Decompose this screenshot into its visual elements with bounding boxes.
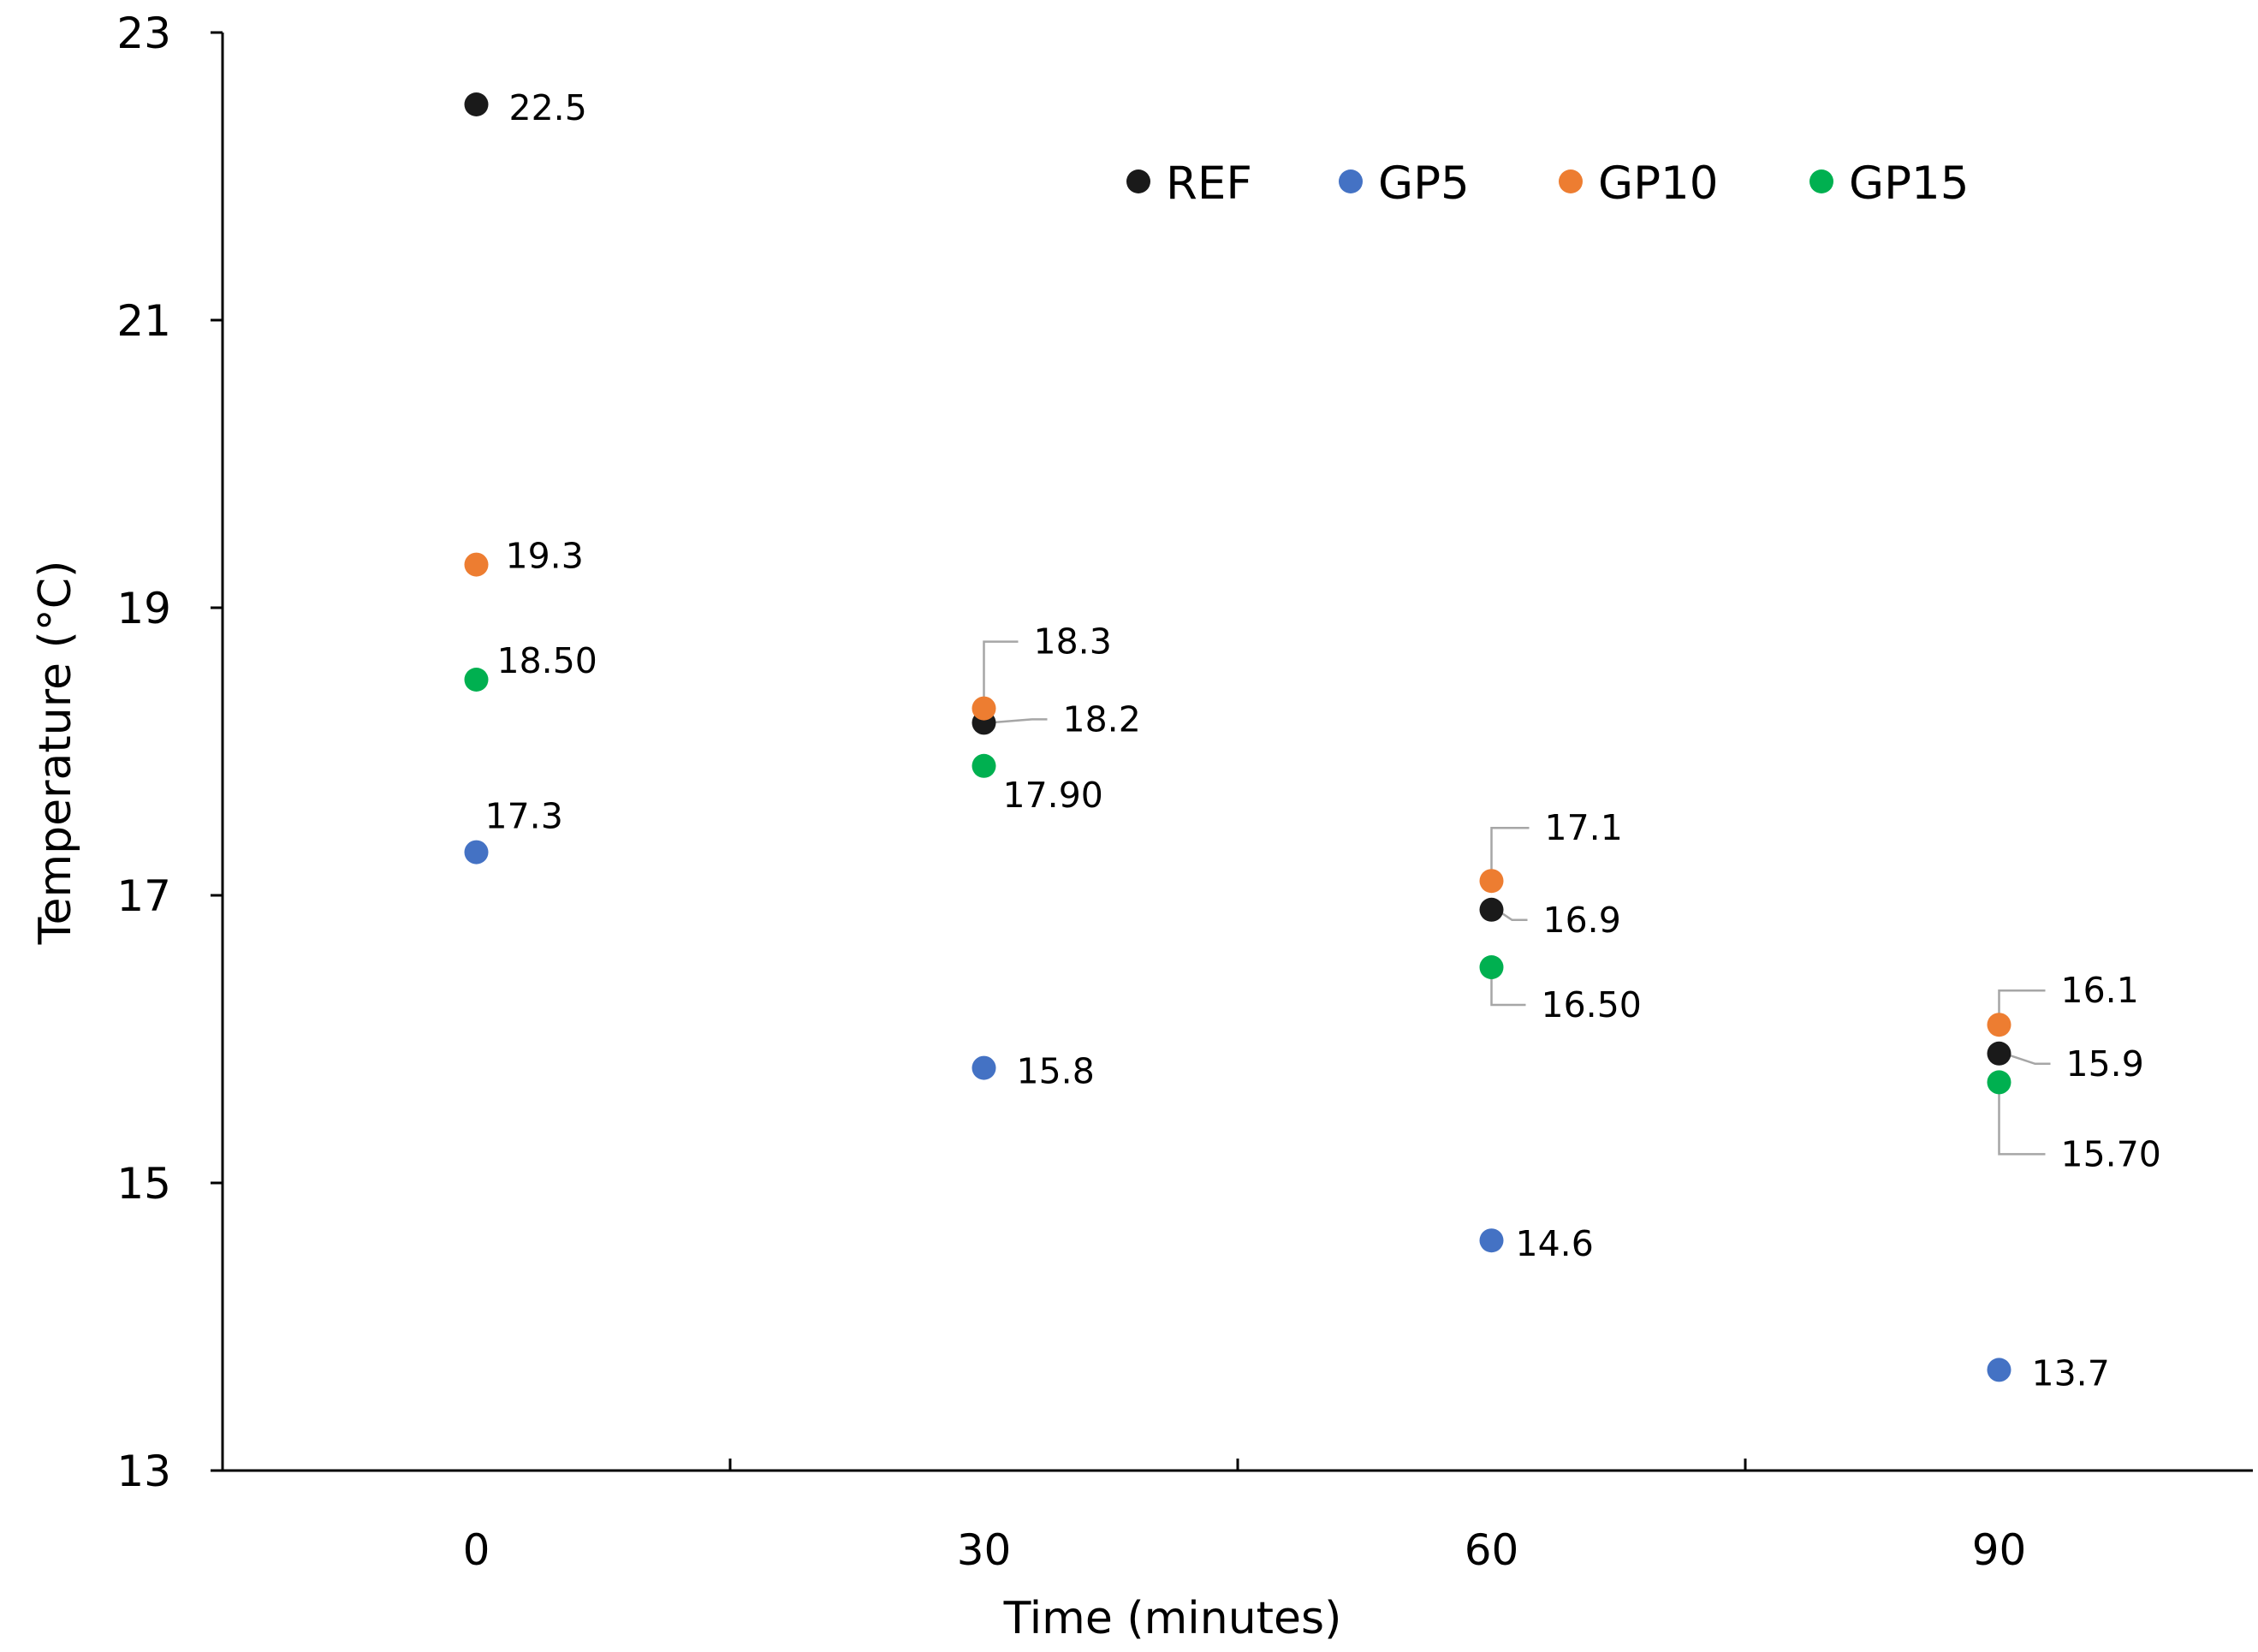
- point-ref: [464, 92, 489, 116]
- y-tick-label: 13: [116, 1447, 171, 1496]
- leader-line: [989, 718, 1048, 724]
- leader-line: [1998, 989, 2046, 1015]
- data-label-ref: 16.9: [1543, 900, 1621, 941]
- point-ref: [1987, 1041, 2011, 1066]
- legend-label-gp10: GP10: [1598, 157, 1718, 210]
- point-gp10: [972, 696, 996, 721]
- plot-axes: [221, 33, 2253, 1472]
- point-gp15: [464, 668, 489, 692]
- y-axis-title: Temperature (°C): [30, 561, 81, 946]
- x-tick-label: 90: [1972, 1525, 2027, 1575]
- point-gp10: [1479, 869, 1504, 894]
- legend-marker-gp5: [1339, 169, 1363, 193]
- legend-marker-gp10: [1559, 169, 1583, 193]
- data-label-gp15: 17.90: [1003, 775, 1103, 816]
- data-label-ref: 22.5: [509, 87, 587, 128]
- legend-marker-ref: [1126, 169, 1150, 193]
- data-label-gp15: 18.50: [497, 640, 597, 681]
- x-axis-title: Time (minutes): [1003, 1593, 1342, 1644]
- point-gp5: [1479, 1228, 1504, 1253]
- leader-line: [983, 640, 1019, 698]
- axis-ticks: 13 15 17 19 21 23 0 30 60 90: [116, 9, 2026, 1575]
- y-tick-label: 23: [116, 9, 171, 58]
- point-gp5: [972, 1055, 996, 1080]
- legend-marker-gp15: [1809, 169, 1833, 193]
- leader-line: [2004, 1052, 2051, 1066]
- x-tick-label: 0: [463, 1525, 490, 1575]
- point-gp10: [464, 552, 489, 577]
- data-label-gp5: 17.3: [485, 796, 563, 837]
- y-tick-label: 21: [116, 296, 171, 346]
- data-label-gp10: 19.3: [506, 536, 584, 577]
- data-label-gp15: 16.50: [1542, 984, 1642, 1025]
- leader-lines: [983, 640, 2051, 1156]
- data-points: [464, 92, 2011, 1382]
- data-label-gp15: 15.70: [2061, 1133, 2161, 1174]
- y-tick-label: 19: [116, 584, 171, 633]
- data-label-ref: 15.9: [2066, 1043, 2144, 1084]
- data-label-gp10: 18.3: [1034, 621, 1112, 663]
- data-label-gp10: 16.1: [2061, 970, 2139, 1011]
- y-tick-label: 15: [116, 1159, 171, 1209]
- point-gp15: [1479, 955, 1504, 979]
- data-label-ref: 18.2: [1063, 698, 1141, 740]
- leader-line: [1490, 826, 1530, 871]
- point-gp5: [1987, 1358, 2011, 1382]
- data-label-gp5: 13.7: [2032, 1352, 2110, 1394]
- legend: REF GP5 GP10 GP15: [1126, 157, 1969, 210]
- point-gp15: [972, 753, 996, 778]
- data-labels: 22.5 18.2 16.9 15.9 17.3 15.8 14.6 13.7 19.3 18.3…: [485, 87, 2161, 1394]
- x-tick-label: 30: [957, 1525, 1012, 1575]
- leader-line: [1490, 978, 1526, 1007]
- x-tick-label: 60: [1465, 1525, 1519, 1575]
- leader-line: [1998, 1092, 2046, 1156]
- legend-label-gp5: GP5: [1378, 157, 1470, 210]
- legend-label-ref: REF: [1166, 157, 1252, 210]
- y-tick-label: 17: [116, 871, 171, 921]
- point-ref: [1479, 897, 1504, 922]
- data-label-gp5: 14.6: [1516, 1223, 1594, 1264]
- point-gp10: [1987, 1013, 2011, 1037]
- point-gp15: [1987, 1070, 2011, 1095]
- data-label-gp10: 17.1: [1545, 807, 1623, 848]
- legend-label-gp15: GP15: [1849, 157, 1969, 210]
- point-gp5: [464, 840, 489, 865]
- data-label-gp5: 15.8: [1017, 1051, 1095, 1092]
